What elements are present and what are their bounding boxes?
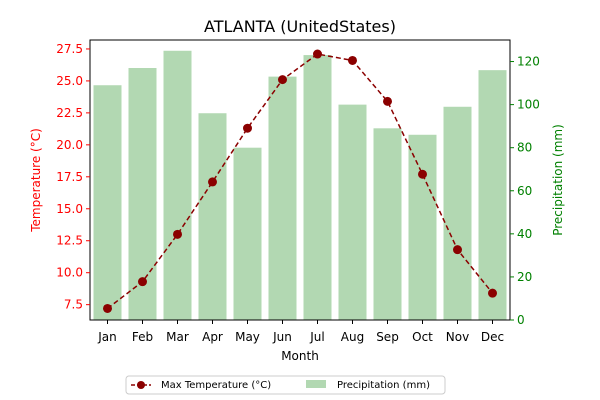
temperature-point-jan — [103, 303, 112, 313]
x-tick-label: Dec — [481, 330, 504, 344]
legend-box — [125, 375, 446, 395]
x-tick-label: May — [235, 330, 260, 344]
temperature-point-apr — [208, 177, 217, 187]
plot-frame — [89, 39, 511, 321]
temperature-point-feb — [138, 277, 147, 287]
y-left-tick-label: 15.0 — [56, 202, 83, 216]
temperature-point-mar — [173, 229, 182, 239]
precipitation-bar-sep — [373, 128, 402, 320]
precipitation-bar-mar — [163, 50, 192, 321]
temperature-point-jul — [313, 49, 322, 59]
y-axis-right-label: Precipitation (mm) — [551, 124, 565, 236]
x-tick-label: Nov — [446, 330, 469, 344]
legend-label-precipitation: Precipitation (mm) — [337, 380, 430, 391]
precipitation-bar-dec — [478, 70, 507, 321]
legend: Max Temperature (°C) Precipitation (mm) — [125, 375, 446, 395]
x-tick-label: Sep — [376, 330, 399, 344]
temperature-line — [103, 49, 497, 313]
temperature-point-sep — [383, 96, 392, 106]
legend-bar-swatch — [306, 380, 326, 388]
precipitation-bar-nov — [443, 106, 472, 321]
y-left-tick-label: 10.0 — [56, 266, 83, 280]
y-left-tick-label: 12.5 — [56, 234, 83, 248]
y-left-tick-label: 22.5 — [56, 106, 83, 120]
temperature-point-dec — [488, 288, 497, 298]
x-tick-label: Aug — [341, 330, 364, 344]
y-right-tick-label: 40 — [517, 227, 532, 241]
x-axis-label: Month — [281, 349, 319, 363]
y-left-tick-label: 25.0 — [56, 74, 83, 88]
y-right-tick-label: 20 — [517, 270, 532, 284]
precipitation-bar-aug — [338, 104, 367, 321]
y-left-tick-label: 27.5 — [56, 42, 83, 56]
x-tick-label: Feb — [132, 330, 153, 344]
x-tick-label: Apr — [202, 330, 223, 344]
y-right-tick-label: 120 — [517, 55, 540, 69]
y-left-tick-label: 17.5 — [56, 170, 83, 184]
precipitation-bar-jun — [268, 76, 297, 321]
x-tick-label: Jul — [309, 330, 324, 344]
x-tick-label: Oct — [412, 330, 433, 344]
precipitation-bar-jan — [93, 85, 122, 320]
precipitation-bar-apr — [198, 113, 227, 320]
temperature-point-nov — [453, 245, 462, 255]
y-right-tick-label: 60 — [517, 184, 532, 198]
legend-label-temperature: Max Temperature (°C) — [161, 380, 271, 391]
y-right-tick-label: 80 — [517, 141, 532, 155]
temperature-point-may — [243, 123, 252, 133]
axes: Jan Feb Mar Apr May Jun Jul Aug Sep Oct Nov Dec 7.5 1… — [56, 39, 540, 344]
x-tick-label: Mar — [166, 330, 189, 344]
precipitation-bar-oct — [408, 134, 437, 320]
x-tick-label: Jan — [97, 330, 117, 344]
temperature-point-jun — [278, 75, 287, 85]
precipitation-bar-jul — [303, 55, 332, 320]
temperature-point-aug — [348, 55, 357, 65]
y-right-tick-label: 100 — [517, 98, 540, 112]
precipitation-bar-may — [233, 147, 262, 320]
y-left-tick-label: 7.5 — [64, 298, 83, 312]
y-left-tick-label: 20.0 — [56, 138, 83, 152]
y-axis-left-label: Temperature (°C) — [29, 128, 43, 233]
temperature-point-oct — [418, 169, 427, 179]
precipitation-bars — [93, 50, 507, 321]
chart-title: ATLANTA (UnitedStates) — [204, 17, 396, 36]
y-right-tick-label: 0 — [517, 313, 525, 327]
legend-line-marker — [137, 381, 145, 389]
x-tick-label: Jun — [272, 330, 292, 344]
